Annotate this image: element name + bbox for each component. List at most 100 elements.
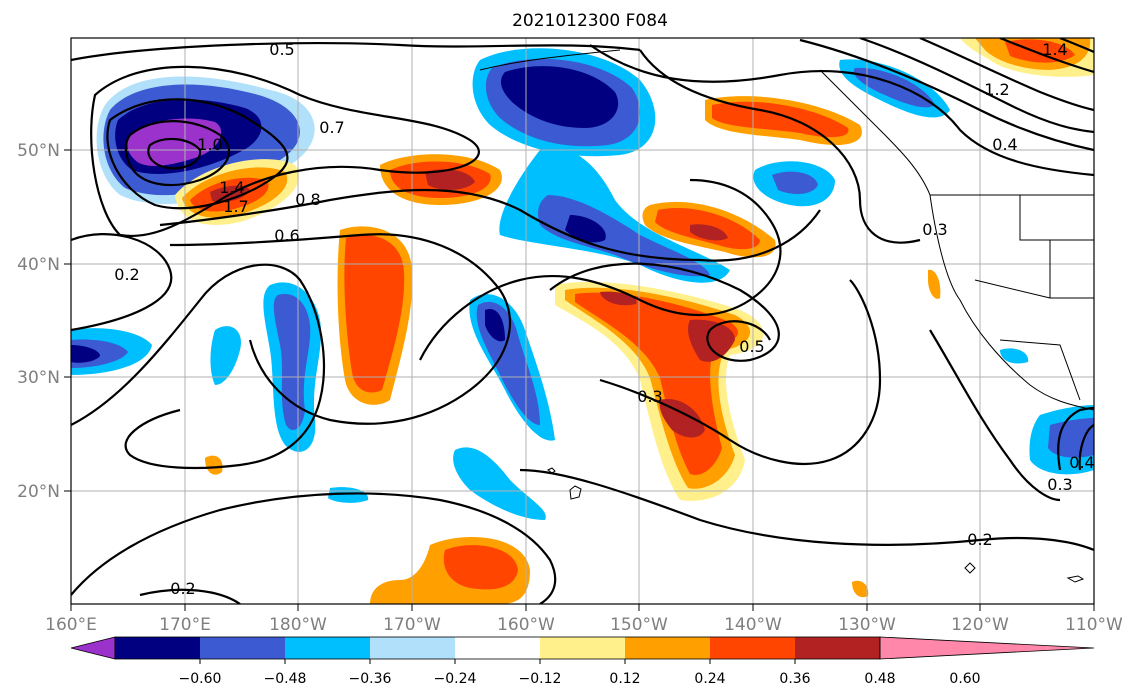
contour-line (1078, 424, 1094, 471)
contour-line (999, 38, 1094, 74)
anomaly-shading (1005, 39, 1075, 63)
small-island (964, 562, 976, 574)
anomaly-shading (688, 319, 735, 362)
anomaly-shading (537, 195, 710, 277)
contour-line (929, 329, 1061, 502)
colorbar-swatch (455, 637, 540, 659)
contour-label: 0.5 (739, 337, 764, 356)
contour-label: 0.4 (992, 135, 1017, 154)
anomaly-shading (485, 309, 505, 342)
contour-label: 0.5 (269, 40, 294, 59)
map-content: 0.5 0.7 1.0 1.4 1.7 0.8 0.6 0.2 1.4 1.2 … (71, 38, 1094, 604)
contour-line (589, 44, 1094, 177)
contour-line (159, 188, 821, 262)
contour-label: 0.2 (170, 579, 195, 598)
colorbar-swatch (200, 637, 285, 659)
anomaly-shading (499, 148, 730, 283)
contour-line (71, 233, 173, 332)
contour-line (919, 38, 1094, 112)
lon-label: 160°E (45, 615, 97, 635)
anomaly-shading (772, 171, 818, 195)
anomaly-shading (71, 345, 100, 363)
aleutian-chain (479, 49, 621, 71)
colorbar-swatch (710, 637, 795, 659)
contour-line (147, 137, 202, 170)
lon-label: 150°W (610, 615, 668, 635)
lon-label: 130°W (838, 615, 896, 635)
hawaii-islands (569, 485, 582, 500)
contour-lines (71, 38, 1094, 604)
colorbar-tick-label: 0.12 (609, 671, 640, 687)
mexico-border (999, 339, 1081, 401)
colorbar-extension-high (879, 636, 1095, 660)
lat-label: 50°N (17, 141, 60, 161)
colorbar-tick-label: 0.60 (949, 671, 980, 687)
colorbar-tick-label: −0.12 (519, 671, 562, 687)
colorbar-swatch (625, 637, 710, 659)
contour-line (519, 468, 1094, 552)
contour-line (169, 233, 512, 425)
colorbar-swatch (285, 637, 370, 659)
colorbar-tick-label: −0.48 (264, 671, 307, 687)
anomaly-shading (1000, 348, 1029, 364)
graticule (71, 38, 1094, 604)
west-coast-north-america (929, 194, 1094, 411)
small-island (1066, 575, 1085, 583)
lon-label: 110°W (1065, 615, 1123, 635)
state-border (1019, 195, 1094, 241)
contour-line (419, 178, 782, 361)
anomaly-shading (852, 580, 869, 598)
contour-line (859, 38, 1094, 134)
colorbar-swatch (115, 637, 200, 659)
colorbar-swatch (370, 637, 455, 659)
colorbar-extension-low (70, 636, 116, 660)
contour-line (549, 262, 780, 362)
anomaly-shading (443, 545, 518, 590)
contour-label: 0.2 (114, 265, 139, 284)
anomaly-shading (712, 101, 849, 138)
lat-label: 20°N (17, 482, 60, 502)
contour-label: 1.4 (1042, 40, 1067, 59)
latitude-labels: 50°N 40°N 30°N 20°N (17, 141, 60, 502)
anomaly-shading (210, 326, 241, 385)
contour-label: 0.4 (1069, 453, 1094, 472)
colorbar-tick-label: −0.60 (179, 671, 222, 687)
anomaly-shading (425, 169, 475, 190)
contour-label: 1.7 (223, 197, 248, 216)
anomaly-shading (690, 224, 728, 241)
contour-line (71, 492, 557, 604)
anomaly-shading (565, 215, 606, 243)
contour-line (106, 98, 289, 210)
anomaly-shading (500, 66, 619, 128)
contour-label: 0.3 (922, 220, 947, 239)
lon-label: 160°W (497, 615, 555, 635)
contour-line (139, 588, 241, 604)
contour-line (599, 279, 882, 466)
contour-label: 0.2 (967, 530, 992, 549)
lon-label: 170°W (383, 615, 441, 635)
lon-label: 120°W (951, 615, 1009, 635)
alaska-bc-coast (819, 69, 931, 196)
colorbar-swatch (795, 637, 880, 659)
contour-line (124, 120, 231, 187)
colorbar-outline (114, 636, 881, 660)
map-title: 2021012300 F084 (512, 11, 668, 31)
contour-line (639, 49, 921, 244)
longitude-labels: 160°E 170°E 180°W 170°W 160°W 150°W 140°… (45, 615, 1123, 635)
anomaly-shading (344, 235, 405, 393)
lon-label: 170°E (159, 615, 211, 635)
lon-label: 180°W (269, 615, 327, 635)
anomaly-shading (205, 455, 223, 475)
map-frame (70, 37, 1095, 605)
contour-label: 0.8 (295, 190, 320, 209)
contour-line (71, 42, 641, 62)
contour-line (1059, 38, 1094, 54)
contour-labels: 0.5 0.7 1.0 1.4 1.7 0.8 0.6 0.2 1.4 1.2 … (114, 40, 1094, 598)
colorbar-tick-label: −0.36 (349, 671, 392, 687)
contour-label: 0.6 (274, 226, 299, 245)
colorbar-tick-label: 0.24 (694, 671, 725, 687)
anomaly-shading (127, 118, 222, 166)
colorbar-tick-label: −0.24 (434, 671, 477, 687)
colorbar-labels: −0.60 −0.48 −0.36 −0.24 −0.12 0.12 0.24 … (179, 671, 981, 687)
